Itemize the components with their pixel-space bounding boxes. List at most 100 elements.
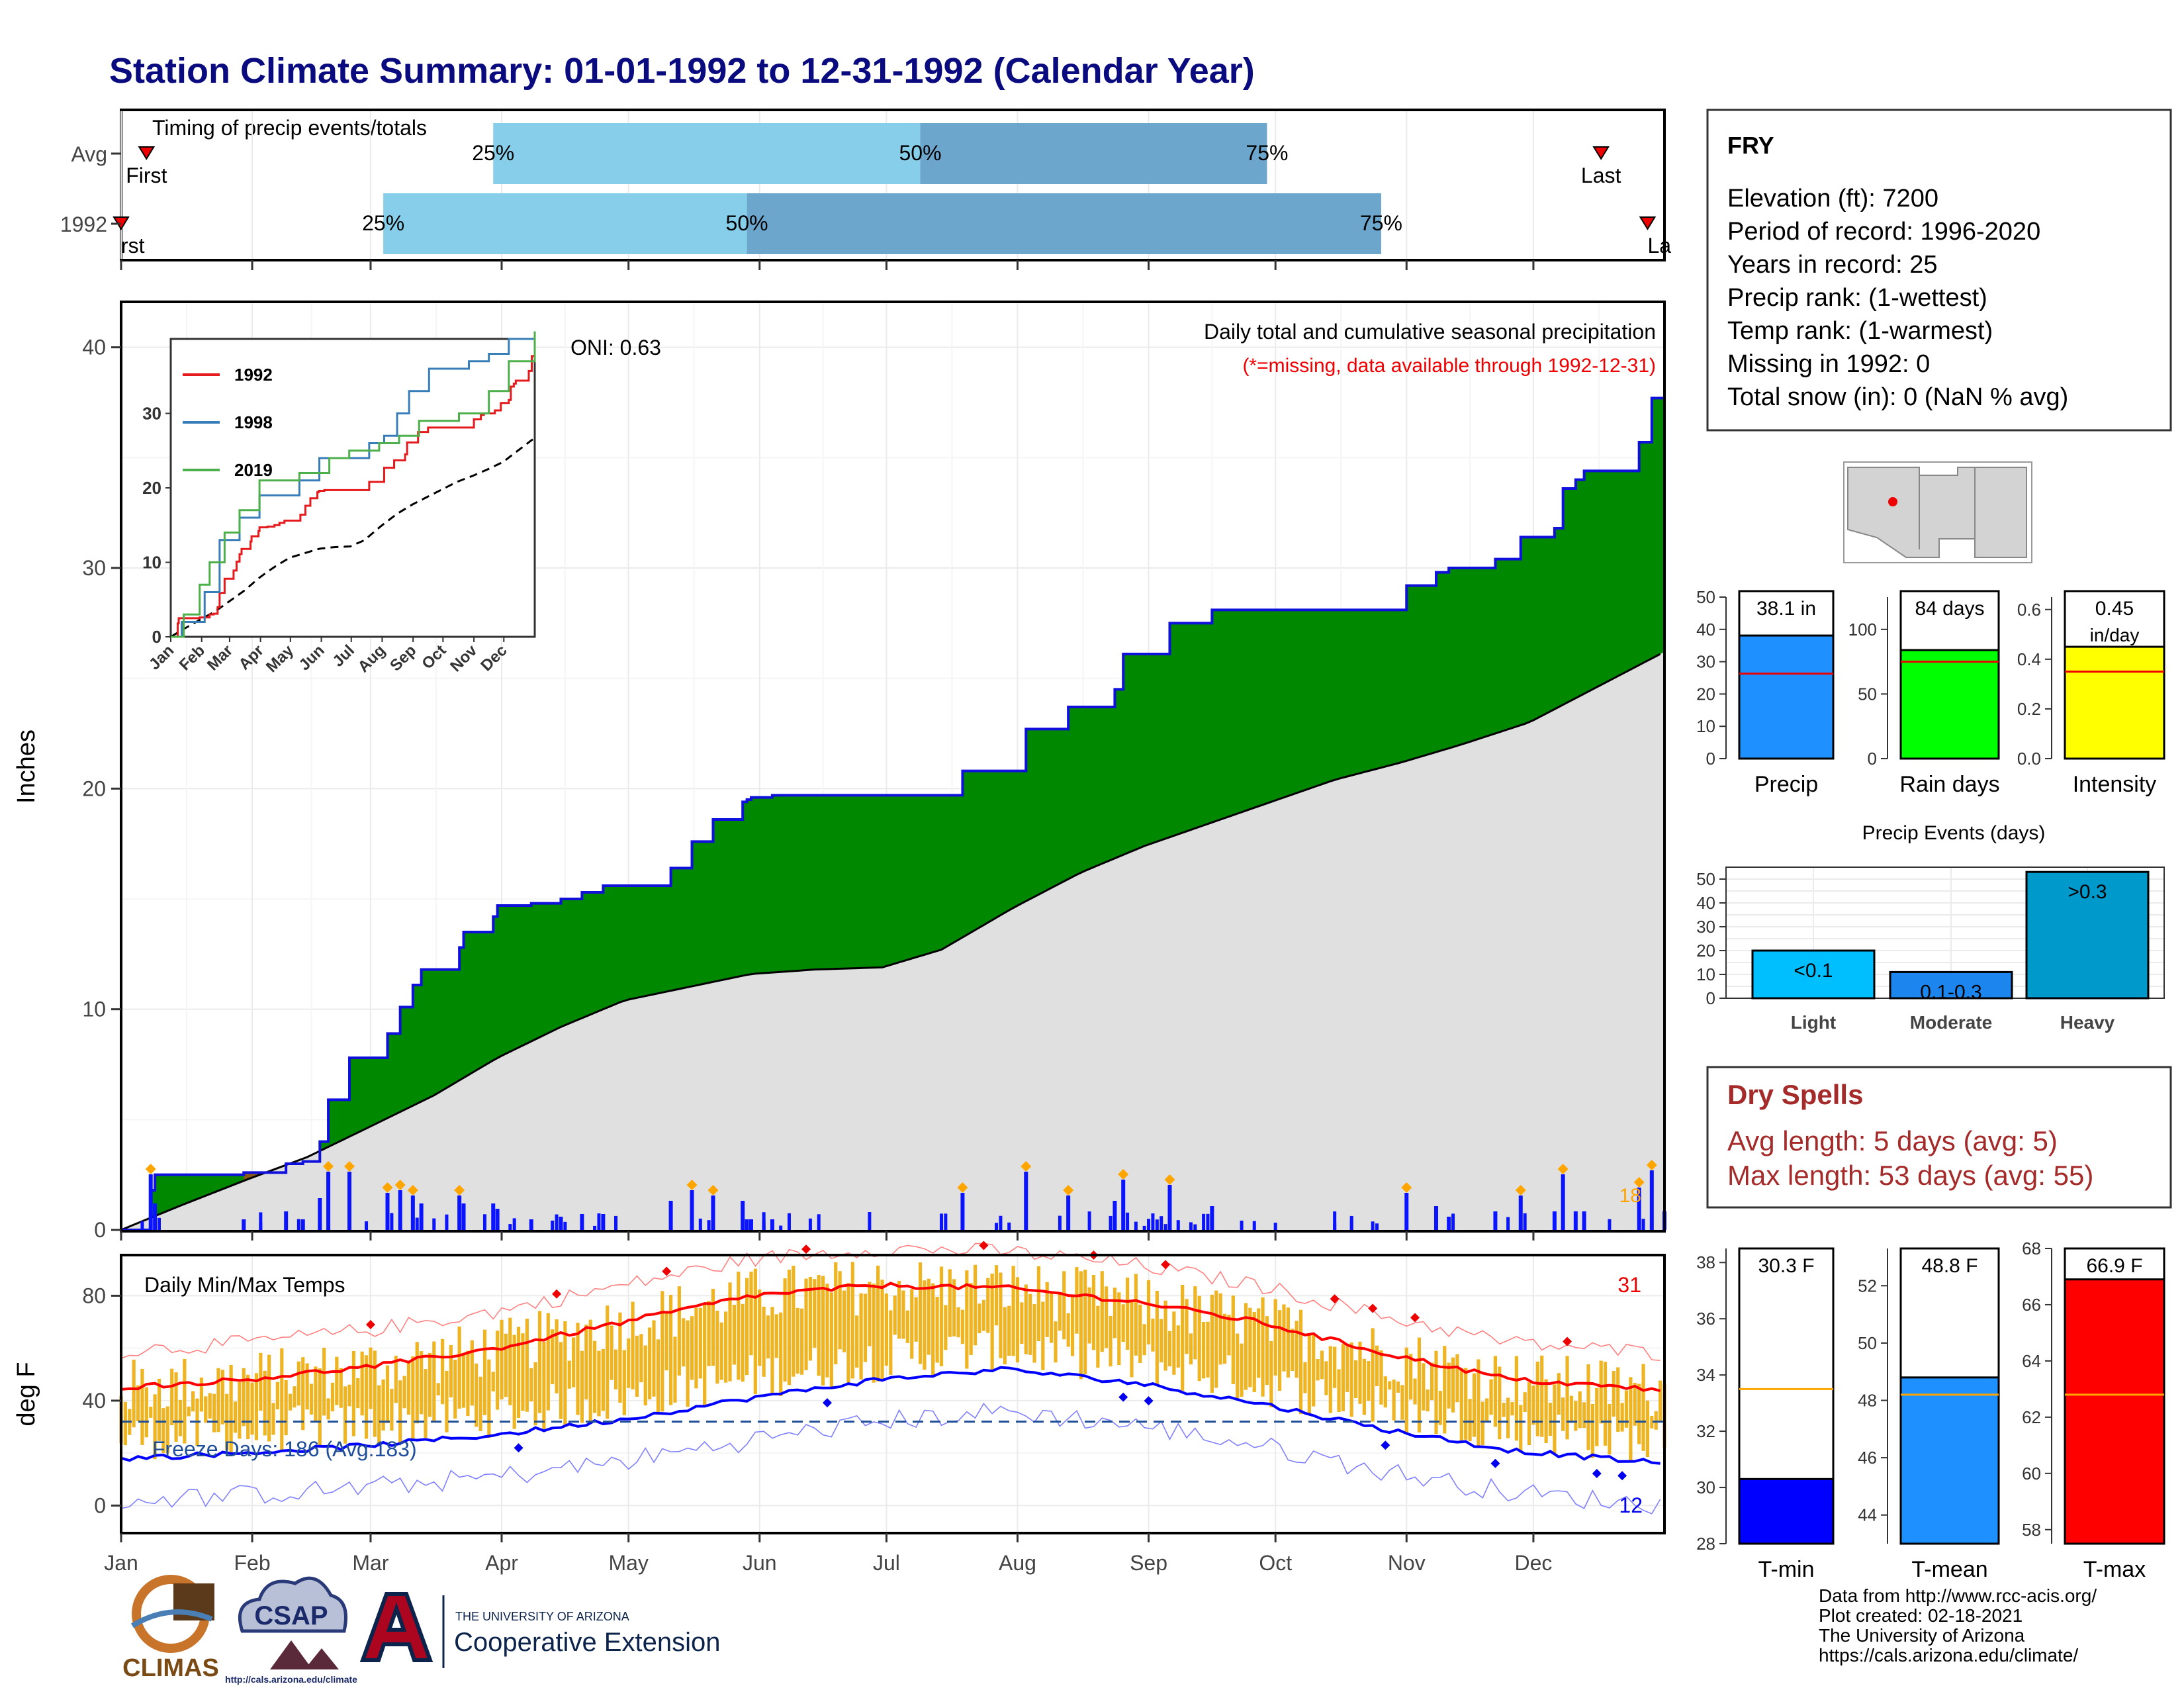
daily-temp-bar <box>449 1345 453 1397</box>
credit-line: https://cals.arizona.edu/climate/ <box>1819 1645 2078 1665</box>
dry-spells-box: Dry Spells Avg length: 5 days (avg: 5) Max… <box>1706 1066 2172 1209</box>
daily-temp-bar <box>330 1382 335 1412</box>
daily-temp-bar <box>965 1270 969 1369</box>
record-low-line <box>120 1402 1661 1515</box>
heavy-day-marker <box>145 1164 156 1174</box>
month-label: Dec <box>1514 1551 1552 1575</box>
daily-precip-bar <box>770 1219 774 1230</box>
bar-category-label: T-min <box>1758 1557 1815 1582</box>
daily-temp-bar <box>935 1297 939 1363</box>
daily-precip-bar <box>259 1222 263 1230</box>
daily-temp-bar <box>715 1310 719 1384</box>
daily-temp-bar <box>1519 1405 1523 1453</box>
daily-temp-bar <box>1574 1401 1578 1431</box>
daily-temp-bar <box>1641 1364 1645 1451</box>
daily-temp-bar <box>461 1354 466 1408</box>
bar-y-tick-label: 28 <box>1696 1534 1715 1554</box>
daily-temp-bar <box>537 1311 542 1413</box>
daily-temp-bar <box>267 1354 271 1442</box>
daily-temp-bar <box>1176 1325 1180 1368</box>
daily-temp-bar <box>1291 1329 1295 1371</box>
daily-precip-bar <box>347 1172 352 1230</box>
daily-temp-bar <box>648 1327 652 1399</box>
daily-temp-bar <box>385 1365 390 1423</box>
daily-precip-bar <box>457 1196 462 1230</box>
events-y-tick-label: 0 <box>1706 988 1715 1008</box>
daily-temp-bar <box>618 1312 622 1403</box>
bar-value-label: 30.3 F <box>1758 1255 1814 1277</box>
daily-temp-bar <box>889 1310 893 1375</box>
daily-temp-bar <box>478 1376 482 1431</box>
daily-precip-bar <box>1433 1206 1438 1230</box>
daily-precip-bar <box>148 1174 153 1230</box>
bar-y-tick-label: 68 <box>2022 1239 2041 1258</box>
daily-precip-bar <box>259 1212 263 1230</box>
daily-temp-bar <box>766 1315 770 1359</box>
bar-category-label: Rain days <box>1899 772 1999 797</box>
daily-temp-bar <box>588 1319 592 1423</box>
daily-precip-bar <box>597 1213 601 1230</box>
station-info-line: Missing in 1992: 0 <box>1727 350 1930 378</box>
daily-temp-bar <box>369 1347 373 1409</box>
precip-frame <box>120 301 1666 1233</box>
month-label: Jan <box>104 1551 138 1575</box>
precip-panel: 0 10 20 30 40 Inches Daily total and cumulativ… <box>13 301 1666 1242</box>
daily-temp-bar <box>504 1333 508 1397</box>
tmax-normal-line <box>120 1282 1661 1393</box>
heavy-day-marker <box>1021 1161 1032 1172</box>
daily-temp-bar <box>1569 1395 1574 1423</box>
record-high-marker <box>979 1241 989 1250</box>
heavy-day-marker <box>1063 1185 1074 1196</box>
daily-precip-bar <box>1113 1201 1117 1230</box>
daily-temp-bar <box>783 1278 787 1382</box>
bar-value-label: 66.9 F <box>2086 1255 2142 1277</box>
daily-temp-bar <box>1227 1315 1231 1356</box>
value-bar <box>1899 1376 2000 1545</box>
value-bar <box>1738 634 1835 760</box>
daily-temp-bar <box>859 1293 863 1380</box>
daily-temp-bar <box>364 1355 369 1439</box>
event-range-label: >0.3 <box>2068 881 2107 903</box>
daily-temp-bar <box>1298 1309 1303 1415</box>
daily-precip-bar <box>1189 1222 1193 1230</box>
daily-precip-bar <box>1608 1219 1612 1230</box>
daily-temp-bar <box>1527 1382 1531 1446</box>
timing-bar-50-75 <box>920 123 1267 184</box>
dry-spells-title: Dry Spells <box>1727 1079 1863 1110</box>
month-label: Apr <box>485 1551 518 1575</box>
daily-temp-bar <box>496 1331 500 1410</box>
daily-temp-bar <box>326 1398 330 1420</box>
record-low-marker <box>1592 1468 1602 1478</box>
precip-y-tick-label: 30 <box>82 556 106 580</box>
normal-precip-area <box>121 651 1664 1230</box>
university-arizona-logo: THE UNIVERSITY OF ARIZONA Cooperative Ext… <box>359 1592 720 1668</box>
daily-precip-bar <box>1649 1170 1654 1230</box>
daily-temp-bar <box>174 1372 178 1442</box>
daily-precip-bar <box>1167 1185 1172 1230</box>
daily-temp-bar <box>897 1280 901 1339</box>
daily-temp-bar <box>728 1282 732 1382</box>
daily-temp-bar <box>1510 1402 1514 1416</box>
daily-temp-bar <box>220 1370 224 1425</box>
daily-temp-bar <box>872 1284 876 1383</box>
daily-precip-bar <box>512 1218 516 1230</box>
daily-temp-bar <box>808 1277 813 1361</box>
inset-series-line <box>171 331 536 638</box>
daily-precip-bar <box>762 1212 766 1230</box>
daily-temp-bar <box>999 1272 1003 1358</box>
daily-temp-bar <box>1087 1287 1091 1344</box>
month-label: Jun <box>743 1551 777 1575</box>
daily-temp-bar <box>1015 1277 1020 1363</box>
daily-temp-bar <box>1629 1377 1633 1463</box>
daily-precip-bar <box>140 1221 144 1230</box>
temp-y-tick-label: 0 <box>94 1493 106 1517</box>
daily-temp-bar <box>973 1264 978 1346</box>
daily-precip-bar <box>1142 1225 1146 1230</box>
daily-temp-bar <box>1193 1286 1197 1360</box>
daily-temp-bar <box>406 1361 411 1415</box>
daily-temp-bar <box>1633 1382 1637 1426</box>
daily-temp-bar <box>466 1350 470 1417</box>
daily-temp-bar <box>516 1327 521 1419</box>
daily-temp-bar <box>1358 1341 1362 1404</box>
